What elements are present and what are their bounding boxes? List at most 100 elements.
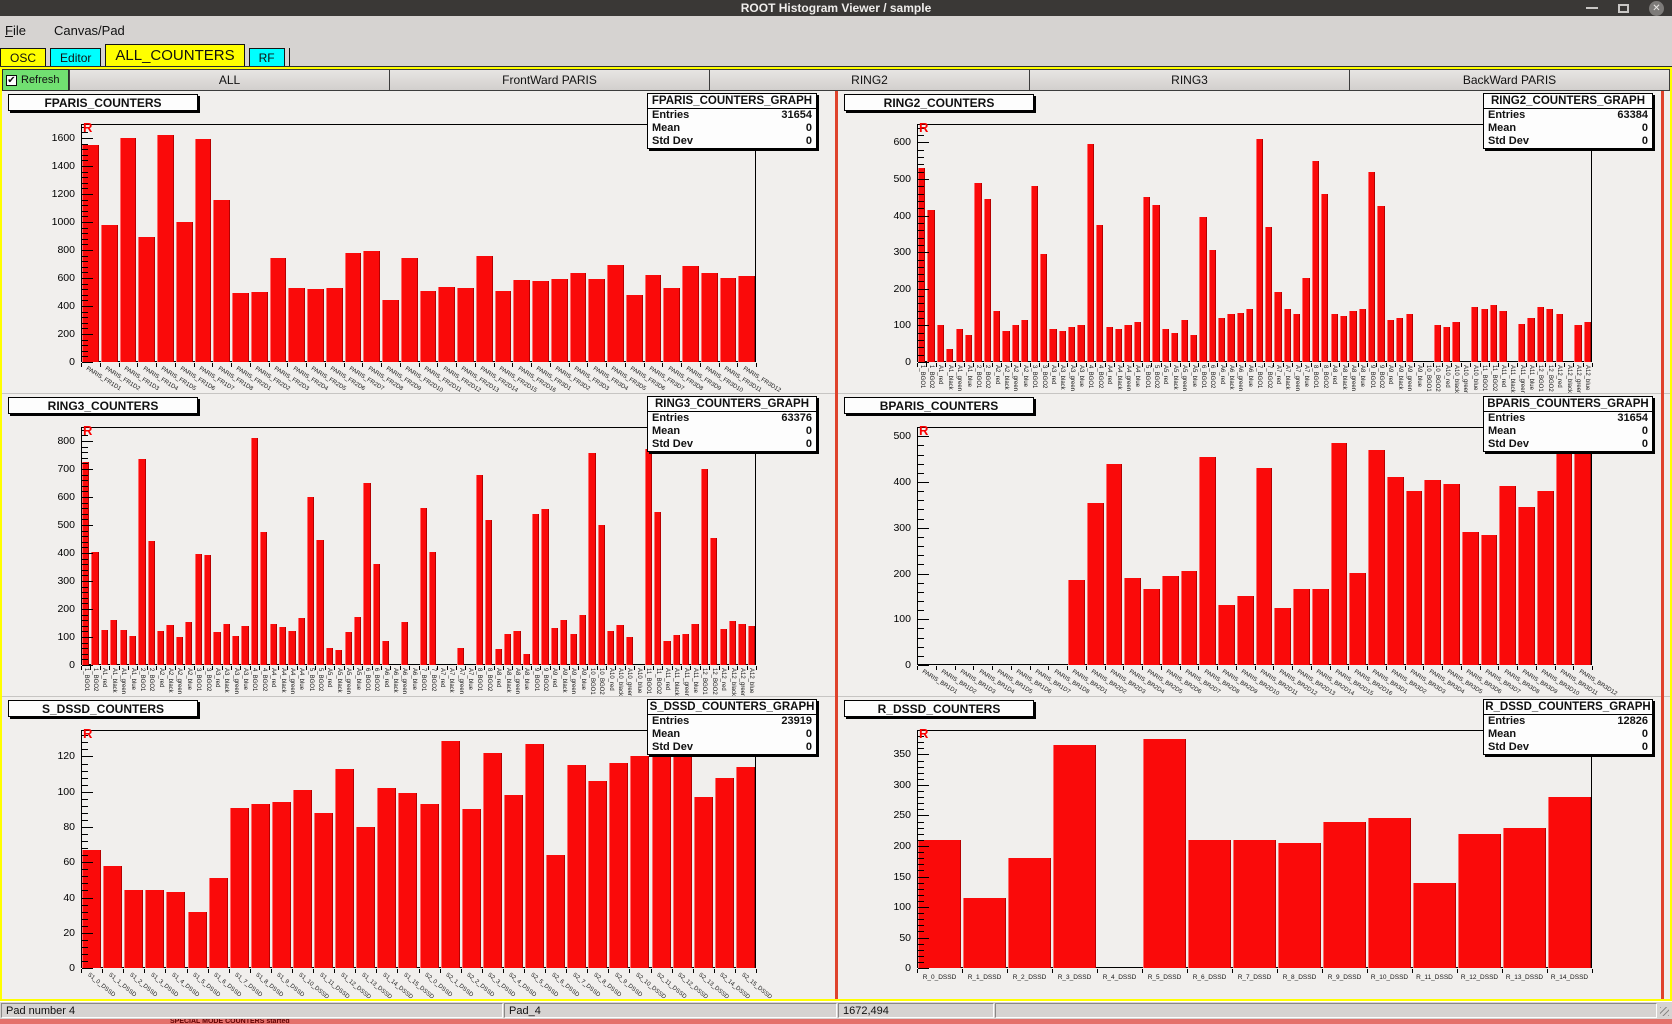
histogram-bar	[569, 634, 577, 665]
y-major-tick	[82, 441, 93, 442]
section-tab-frontward-paris[interactable]: FrontWard PARIS	[390, 69, 710, 91]
histogram-bar	[653, 512, 662, 665]
x-axis-bin-label: R_9_DSSD	[1327, 974, 1362, 981]
x-bin-tick	[1404, 666, 1406, 670]
x-bin-tick	[296, 666, 298, 670]
x-bin-tick	[99, 363, 101, 367]
tab-osc[interactable]: OSC	[0, 48, 47, 66]
x-bin-tick	[512, 363, 514, 367]
x-axis-bin-label: 2_BGO1	[138, 668, 145, 692]
x-axis-bin-label: 6_BGO2	[1209, 365, 1216, 389]
pad-bparis-counters[interactable]: 0 100 200 300 400 500 PARIS_BR1D1 PARIS_BR1D2 PA…	[838, 394, 1672, 697]
y-minor-tick	[918, 149, 924, 151]
histogram-title[interactable]: FPARIS_COUNTERS	[8, 94, 198, 111]
y-major-tick	[918, 362, 929, 363]
x-bin-tick	[1498, 363, 1500, 367]
y-minor-tick	[918, 536, 924, 538]
y-major-tick	[918, 754, 929, 756]
y-major-tick	[918, 215, 929, 217]
stats-box[interactable]: FPARIS_COUNTERS_GRAPH Entries 31654 Mean 0 St…	[647, 93, 817, 149]
refresh-button[interactable]: ✔ Refresh	[2, 69, 69, 91]
pad-fparis-counters[interactable]: 0 200 400 600 800 1000 1200 1400 1600 PARIS_FR1D1…	[2, 91, 836, 394]
stats-box[interactable]: BPARIS_COUNTERS_GRAPH Entries 31654 Mean 0 St…	[1483, 396, 1653, 452]
x-bin-tick	[992, 666, 993, 670]
tab-rf[interactable]: RF	[248, 48, 285, 66]
x-axis-bin-label: A8_blue	[523, 668, 530, 691]
histogram-title[interactable]: S_DSSD_COUNTERS	[8, 700, 198, 717]
section-tab-ring2[interactable]: RING2	[710, 69, 1030, 91]
pad-ring3-counters[interactable]: 0 100 200 300 400 500 600 700 800 1_BGO1 1_BGO2 A1_…	[2, 394, 836, 698]
x-axis-bin-label: A10_blue	[635, 668, 642, 694]
x-bin-tick	[165, 969, 167, 973]
y-minor-tick	[82, 834, 88, 835]
section-tab-backward-paris[interactable]: BackWard PARIS	[1350, 69, 1670, 91]
x-bin-tick	[521, 666, 523, 670]
y-major-tick	[918, 937, 929, 939]
menu-file[interactable]: File	[5, 22, 26, 38]
histogram-bar	[513, 631, 521, 665]
tab-all-counters[interactable]: ALL_COUNTERS	[105, 44, 245, 66]
x-axis-bin-label: A12_black	[1565, 365, 1572, 394]
x-axis-bin-label: 6_BGO1	[1199, 365, 1206, 389]
x-bin-tick	[1277, 969, 1278, 973]
y-axis-tick-label: 800	[57, 435, 75, 447]
y-minor-tick	[82, 272, 88, 274]
y-minor-tick	[82, 238, 88, 240]
x-bin-tick	[484, 666, 486, 670]
stats-box[interactable]: S_DSSD_COUNTERS_GRAPH Entries 23919 Mean 0 St…	[647, 699, 817, 755]
x-axis-bin-label: A10_green	[626, 668, 633, 698]
x-bin-tick	[474, 363, 476, 367]
y-minor-tick	[918, 949, 924, 951]
stats-label: Mean	[1488, 122, 1517, 134]
stats-box[interactable]: RING2_COUNTERS_GRAPH Entries 63384 Mean 0 Std…	[1483, 93, 1653, 149]
y-minor-tick	[918, 600, 924, 602]
close-icon[interactable]: ✕	[1649, 0, 1664, 16]
refresh-checkbox[interactable]: ✔	[6, 74, 17, 86]
x-axis-bin-label: A1_black	[946, 365, 953, 390]
y-minor-tick	[82, 300, 88, 302]
tab-editor[interactable]: Editor	[50, 48, 102, 66]
pad-ring2-counters[interactable]: 0 100 200 300 400 500 600 1_BGO1 1_BGO2 A1_red A1_…	[838, 91, 1672, 394]
x-bin-tick	[1310, 666, 1312, 670]
y-minor-tick	[82, 904, 88, 906]
histogram-bar	[356, 827, 376, 968]
histogram-bar	[1302, 278, 1310, 362]
stats-box[interactable]: RING3_COUNTERS_GRAPH Entries 63376 Mean 0 Std…	[647, 396, 817, 452]
status-empty-cell	[995, 1003, 1657, 1018]
x-bin-tick	[1048, 363, 1050, 367]
pad-s-dssd-counters[interactable]: 0 20 40 60 80 100 120 S1_0_DSSD S1_1_DSSD S1_2_DS…	[2, 697, 836, 1001]
x-bin-tick	[174, 666, 176, 670]
histogram-title[interactable]: RING3_COUNTERS	[8, 397, 198, 414]
x-bin-tick	[1423, 666, 1425, 670]
x-bin-tick	[1217, 666, 1218, 670]
histogram-bar	[1452, 322, 1460, 362]
histogram-bar	[1180, 320, 1188, 362]
histogram-title[interactable]: RING2_COUNTERS	[844, 94, 1034, 111]
x-axis-bin-label: 10_BGO1	[1424, 365, 1431, 392]
histogram-bar	[1368, 450, 1385, 665]
menu-canvas-pad[interactable]: Canvas/Pad	[53, 22, 125, 38]
y-minor-tick	[82, 819, 88, 821]
y-minor-tick	[82, 311, 88, 313]
y-minor-tick	[82, 777, 88, 779]
y-axis-tick-label: 400	[57, 300, 75, 312]
histogram-bar	[1480, 309, 1488, 362]
histogram-bar	[307, 497, 315, 665]
x-bin-tick	[549, 666, 551, 670]
y-axis-tick-label: 250	[893, 809, 911, 822]
resize-grip-icon[interactable]	[1657, 1003, 1671, 1018]
histogram-title[interactable]: BPARIS_COUNTERS	[844, 397, 1034, 414]
status-pad-number: Pad number 4	[1, 1003, 503, 1018]
minimize-icon[interactable]	[1586, 7, 1598, 9]
stats-value: 0	[1641, 741, 1648, 753]
pad-r-dssd-counters[interactable]: 0 50 100 150 200 250 300 350 R_0_DSSD R_1_DSSD R_2…	[838, 697, 1672, 999]
stats-box[interactable]: R_DSSD_COUNTERS_GRAPH Entries 12826 Mean 0 St…	[1483, 699, 1653, 755]
maximize-icon[interactable]	[1618, 3, 1629, 13]
histogram-bar	[1283, 309, 1291, 362]
y-minor-tick	[82, 255, 88, 257]
section-tab-all[interactable]: ALL	[69, 69, 390, 91]
x-bin-tick	[1179, 666, 1181, 670]
stats-row: Std Dev 0	[648, 438, 816, 451]
histogram-title[interactable]: R_DSSD_COUNTERS	[844, 700, 1034, 717]
section-tab-ring3[interactable]: RING3	[1030, 69, 1350, 91]
